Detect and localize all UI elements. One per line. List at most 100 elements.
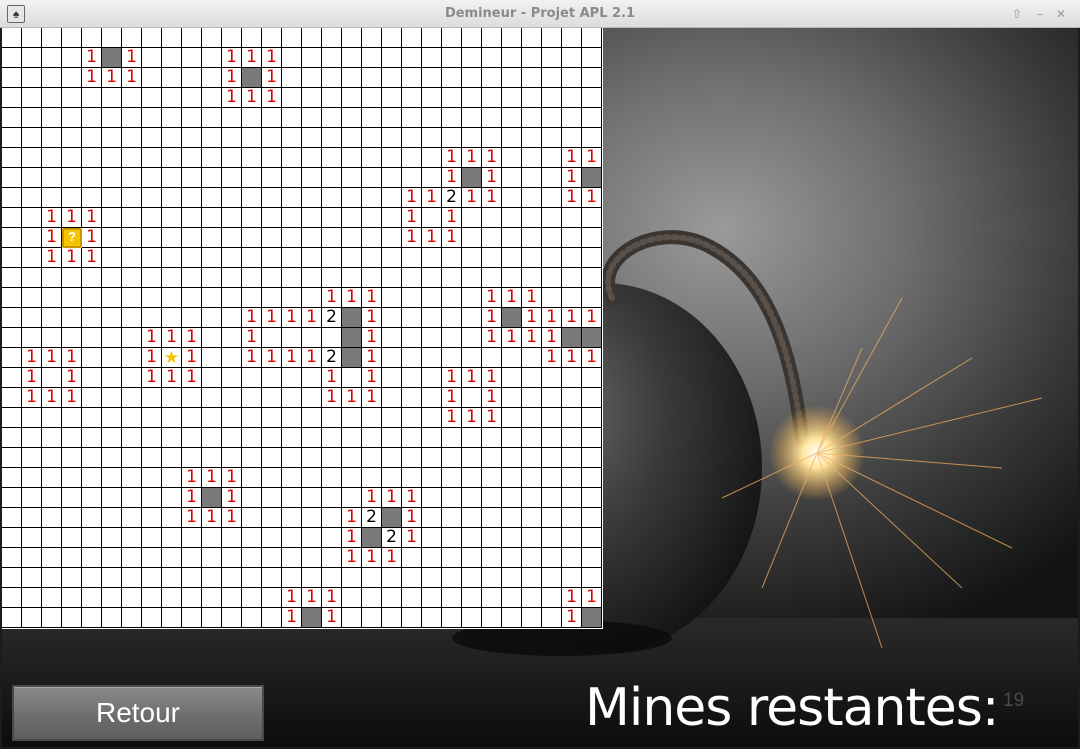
mine-count-cell[interactable]: 1 <box>442 148 462 168</box>
hidden-cell[interactable] <box>162 168 182 188</box>
hidden-cell[interactable] <box>422 548 442 568</box>
hidden-cell[interactable] <box>342 428 362 448</box>
hidden-cell[interactable] <box>502 48 522 68</box>
hidden-cell[interactable] <box>302 168 322 188</box>
hidden-cell[interactable] <box>122 608 142 628</box>
hidden-cell[interactable] <box>402 288 422 308</box>
hidden-cell[interactable] <box>422 588 442 608</box>
hidden-cell[interactable] <box>202 568 222 588</box>
hidden-cell[interactable] <box>42 188 62 208</box>
hidden-cell[interactable] <box>362 568 382 588</box>
hidden-cell[interactable] <box>282 228 302 248</box>
hidden-cell[interactable] <box>542 388 562 408</box>
hidden-cell[interactable] <box>82 388 102 408</box>
hidden-cell[interactable] <box>82 328 102 348</box>
hidden-cell[interactable] <box>562 388 582 408</box>
hidden-cell[interactable] <box>542 488 562 508</box>
mine-count-cell[interactable]: 1 <box>82 248 102 268</box>
hidden-cell[interactable] <box>202 68 222 88</box>
hidden-cell[interactable] <box>362 68 382 88</box>
hidden-cell[interactable] <box>582 48 602 68</box>
hidden-cell[interactable] <box>502 348 522 368</box>
hidden-cell[interactable] <box>42 88 62 108</box>
hidden-cell[interactable] <box>422 168 442 188</box>
hidden-cell[interactable] <box>542 368 562 388</box>
hidden-cell[interactable] <box>42 128 62 148</box>
hidden-cell[interactable] <box>522 228 542 248</box>
hidden-cell[interactable] <box>262 488 282 508</box>
hidden-cell[interactable] <box>22 568 42 588</box>
mine-count-cell[interactable]: 1 <box>482 368 502 388</box>
mine-count-cell[interactable]: 1 <box>342 548 362 568</box>
hidden-cell[interactable] <box>422 148 442 168</box>
hidden-cell[interactable] <box>142 388 162 408</box>
hidden-cell[interactable] <box>482 68 502 88</box>
mine-count-cell[interactable]: 1 <box>142 368 162 388</box>
hidden-cell[interactable] <box>362 608 382 628</box>
hidden-cell[interactable] <box>2 88 22 108</box>
hidden-cell[interactable] <box>322 128 342 148</box>
hidden-cell[interactable] <box>442 548 462 568</box>
mine-count-cell[interactable]: 1 <box>582 588 602 608</box>
hidden-cell[interactable] <box>402 348 422 368</box>
hidden-cell[interactable] <box>402 408 422 428</box>
mine-count-cell[interactable]: 1 <box>462 148 482 168</box>
hidden-cell[interactable] <box>242 568 262 588</box>
maximize-icon[interactable]: ⇧ <box>1011 7 1023 21</box>
mine-count-cell[interactable]: 1 <box>482 288 502 308</box>
hidden-cell[interactable] <box>82 108 102 128</box>
hidden-cell[interactable] <box>342 608 362 628</box>
hidden-cell[interactable] <box>162 568 182 588</box>
hidden-cell[interactable] <box>2 248 22 268</box>
hidden-cell[interactable] <box>62 128 82 148</box>
hidden-cell[interactable] <box>402 168 422 188</box>
hidden-cell[interactable] <box>582 228 602 248</box>
mine-count-cell[interactable]: 1 <box>142 328 162 348</box>
hidden-cell[interactable] <box>562 528 582 548</box>
hidden-cell[interactable] <box>502 208 522 228</box>
hidden-cell[interactable] <box>422 48 442 68</box>
hidden-cell[interactable] <box>482 488 502 508</box>
hidden-cell[interactable] <box>562 468 582 488</box>
hidden-cell[interactable] <box>522 488 542 508</box>
hidden-cell[interactable] <box>202 168 222 188</box>
mine-count-cell[interactable]: 1 <box>502 328 522 348</box>
hidden-cell[interactable] <box>202 148 222 168</box>
hidden-cell[interactable] <box>482 348 502 368</box>
hidden-cell[interactable] <box>162 508 182 528</box>
hidden-cell[interactable] <box>362 428 382 448</box>
mine-count-cell[interactable]: 1 <box>262 68 282 88</box>
mine-count-cell[interactable]: 1 <box>362 328 382 348</box>
hidden-cell[interactable] <box>462 448 482 468</box>
hidden-cell[interactable] <box>282 88 302 108</box>
hidden-cell[interactable] <box>182 408 202 428</box>
mine-count-cell[interactable]: 1 <box>142 348 162 368</box>
hidden-cell[interactable] <box>522 128 542 148</box>
mine-count-cell[interactable]: 1 <box>162 368 182 388</box>
mine-count-cell[interactable]: 2 <box>322 308 342 328</box>
mine-count-cell[interactable]: 1 <box>282 608 302 628</box>
hidden-cell[interactable] <box>462 28 482 48</box>
hidden-cell[interactable] <box>542 128 562 148</box>
hidden-cell[interactable] <box>462 508 482 528</box>
hidden-cell[interactable] <box>182 388 202 408</box>
mine-count-cell[interactable]: 1 <box>322 288 342 308</box>
mine-count-cell[interactable]: 1 <box>302 308 322 328</box>
hidden-cell[interactable] <box>182 608 202 628</box>
hidden-cell[interactable] <box>402 68 422 88</box>
hidden-cell[interactable] <box>382 368 402 388</box>
hidden-cell[interactable] <box>442 328 462 348</box>
hidden-cell[interactable] <box>322 188 342 208</box>
hidden-cell[interactable] <box>102 88 122 108</box>
hidden-cell[interactable] <box>502 388 522 408</box>
hidden-cell[interactable] <box>282 268 302 288</box>
hidden-cell[interactable] <box>102 428 122 448</box>
hidden-cell[interactable] <box>442 48 462 68</box>
hidden-cell[interactable] <box>262 448 282 468</box>
mine-count-cell[interactable]: 1 <box>42 248 62 268</box>
hidden-cell[interactable] <box>262 608 282 628</box>
revealed-cell[interactable] <box>562 328 582 348</box>
hidden-cell[interactable] <box>442 428 462 448</box>
mine-count-cell[interactable]: 2 <box>322 348 342 368</box>
hidden-cell[interactable] <box>482 208 502 228</box>
